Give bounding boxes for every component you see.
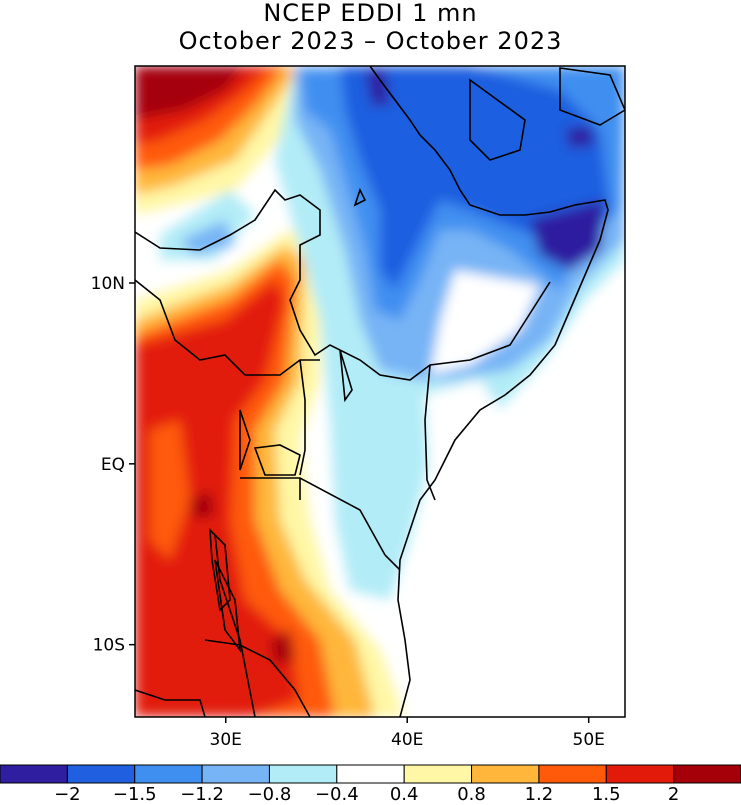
longitude-ticks: 30E 40E 50E: [210, 717, 605, 750]
colorbar-swatch: [0, 764, 68, 784]
country-borders: [135, 66, 625, 717]
eddi-field: [135, 66, 625, 717]
lon-tick-label: 50E: [573, 730, 605, 750]
colorbar-label: −0.4: [314, 784, 359, 805]
lon-tick-label: 40E: [391, 730, 423, 750]
colorbar-label: −2: [54, 784, 81, 805]
map-subtitle: October 2023 – October 2023: [178, 27, 563, 55]
colorbar-swatch: [201, 764, 270, 784]
colorbar-swatch: [134, 764, 203, 784]
colorbar-label: 2: [667, 784, 680, 805]
colorbar-label: −0.8: [247, 784, 292, 805]
colorbar-swatch: [66, 764, 136, 784]
colorbar-swatch: [403, 764, 473, 784]
lat-tick-label: 10S: [93, 636, 125, 656]
colorbar-label: 0.4: [389, 784, 419, 805]
colorbar-label: 0.8: [457, 784, 486, 805]
colorbar-swatch: [605, 764, 675, 784]
colorbar-swatch: [471, 764, 540, 784]
map-title: NCEP EDDI 1 mn: [263, 0, 478, 27]
lon-tick-label: 30E: [210, 730, 242, 750]
colorbar: [0, 764, 741, 784]
lat-tick-label: 10N: [91, 274, 125, 294]
plot-frame: [134, 65, 626, 718]
colorbar-swatch: [336, 764, 405, 784]
colorbar-label: 1.5: [591, 784, 621, 805]
colorbar-swatch: [673, 764, 741, 784]
colorbar-swatch: [268, 764, 338, 784]
latitude-ticks: 10N EQ 10S: [91, 274, 135, 656]
colorbar-swatch: [538, 764, 607, 784]
colorbar-label: 1.2: [524, 784, 554, 805]
colorbar-label: −1.2: [180, 784, 224, 805]
colorbar-label: −1.5: [112, 784, 157, 805]
lat-tick-label: EQ: [101, 455, 125, 475]
